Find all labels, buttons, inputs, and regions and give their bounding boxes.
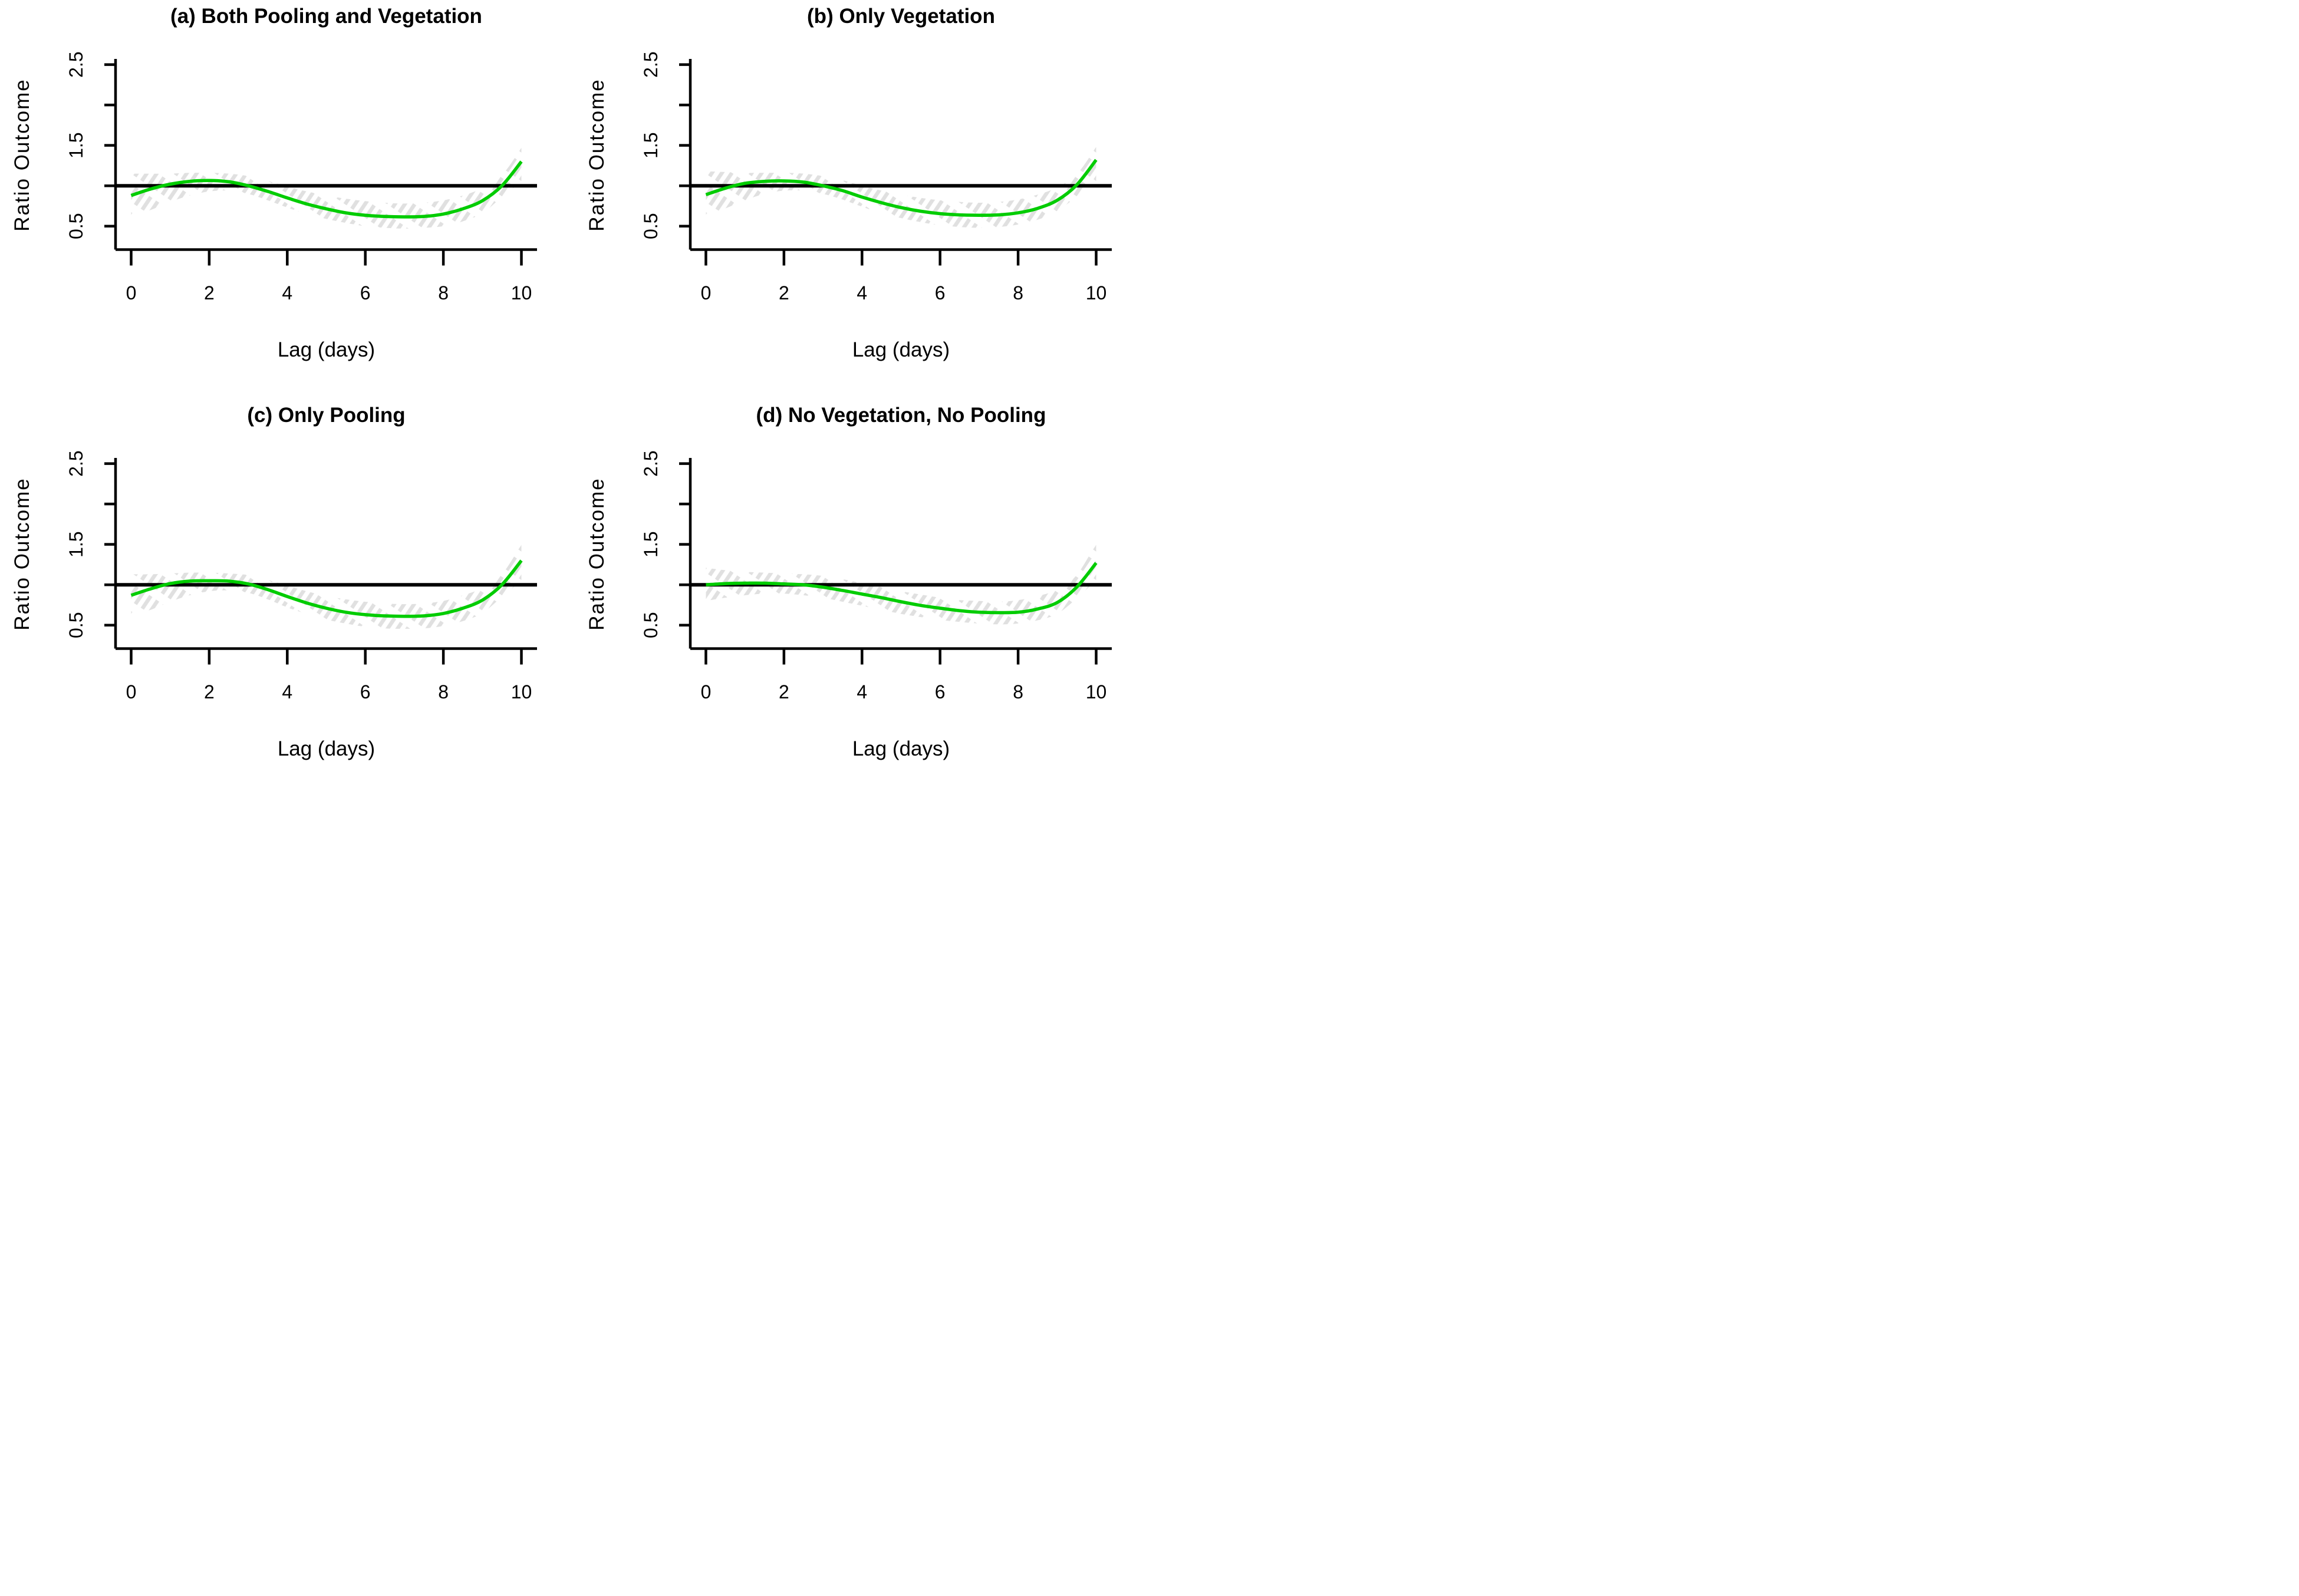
y-tick-label: 0.5 [640,213,661,239]
x-tick-label: 8 [1013,681,1023,703]
effect-curve [130,160,523,219]
x-tick-label: 2 [204,681,215,703]
x-axis-label: Lag (days) [277,737,376,760]
x-tick-label: 2 [204,282,215,304]
plot-svg-b: 0.5 1.5 2.5 0 2 4 6 8 10 [640,51,1112,304]
y-tick-label: 2.5 [640,51,661,77]
panel-title: (d) No Vegetation, No Pooling [756,404,1046,427]
x-tick-label: 4 [282,681,292,703]
y-tick-label: 0.5 [640,612,661,638]
figure-grid: 0.5 1.5 2.5 0 2 4 6 8 10 (a) Both Pooling and Ve… [0,0,1150,798]
x-tick-label: 0 [701,282,712,304]
plot-svg-a: 0.5 1.5 2.5 0 2 4 6 8 10 [65,51,537,304]
x-tick-label: 8 [1013,282,1023,304]
x-tick-label: 6 [935,681,946,703]
x-tick-label: 0 [701,681,712,703]
y-tick-label: 2.5 [640,450,661,476]
plot-svg-c: 0.5 1.5 2.5 0 2 4 6 8 10 [65,450,537,703]
panel-a: 0.5 1.5 2.5 0 2 4 6 8 10 (a) Both Pooling and Ve… [0,0,575,399]
x-tick-label: 0 [126,282,137,304]
confidence-band [131,147,522,229]
y-tick-label: 2.5 [65,51,87,77]
y-axis-label: Ratio Outcome [11,78,34,232]
y-tick-label: 0.5 [65,213,87,239]
x-tick-label: 10 [1086,681,1107,703]
y-tick-label: 1.5 [65,132,87,158]
x-tick-label: 2 [779,681,789,703]
plot-svg-d: 0.5 1.5 2.5 0 2 4 6 8 10 [640,450,1112,703]
panel-b: 0.5 1.5 2.5 0 2 4 6 8 10 (b) Only Vegetation Rat… [575,0,1150,399]
x-tick-label: 10 [1086,282,1107,304]
x-tick-label: 8 [438,681,449,703]
y-tick-label: 2.5 [65,450,87,476]
x-axis-label: Lag (days) [852,338,950,361]
x-tick-label: 0 [126,681,137,703]
x-axis-label: Lag (days) [277,338,376,361]
x-tick-label: 6 [360,681,371,703]
x-tick-label: 4 [282,282,292,304]
x-axis-label: Lag (days) [852,737,950,760]
x-tick-label: 4 [857,282,867,304]
effect-curve [130,559,523,618]
effect-curve [706,562,1098,615]
x-tick-label: 2 [779,282,789,304]
y-axis-label: Ratio Outcome [585,78,608,232]
panel-d: 0.5 1.5 2.5 0 2 4 6 8 10 (d) No Vegetation, No P… [575,399,1150,798]
confidence-band [131,544,522,629]
y-tick-label: 1.5 [65,531,87,557]
y-tick-label: 0.5 [65,612,87,638]
confidence-band [706,147,1096,228]
x-tick-label: 4 [857,681,867,703]
x-tick-label: 10 [511,282,532,304]
panel-title: (c) Only Pooling [247,404,406,427]
confidence-band [706,543,1096,625]
y-tick-label: 1.5 [640,531,661,557]
x-tick-label: 6 [360,282,371,304]
y-tick-label: 1.5 [640,132,661,158]
panel-c: 0.5 1.5 2.5 0 2 4 6 8 10 (c) Only Pooling Ratio … [0,399,575,798]
effect-curve [705,159,1098,217]
panel-title: (a) Both Pooling and Vegetation [170,5,482,28]
x-tick-label: 6 [935,282,946,304]
y-axis-label: Ratio Outcome [585,477,608,631]
panel-title: (b) Only Vegetation [807,5,995,28]
y-axis-label: Ratio Outcome [11,477,34,631]
x-tick-label: 10 [511,681,532,703]
x-tick-label: 8 [438,282,449,304]
